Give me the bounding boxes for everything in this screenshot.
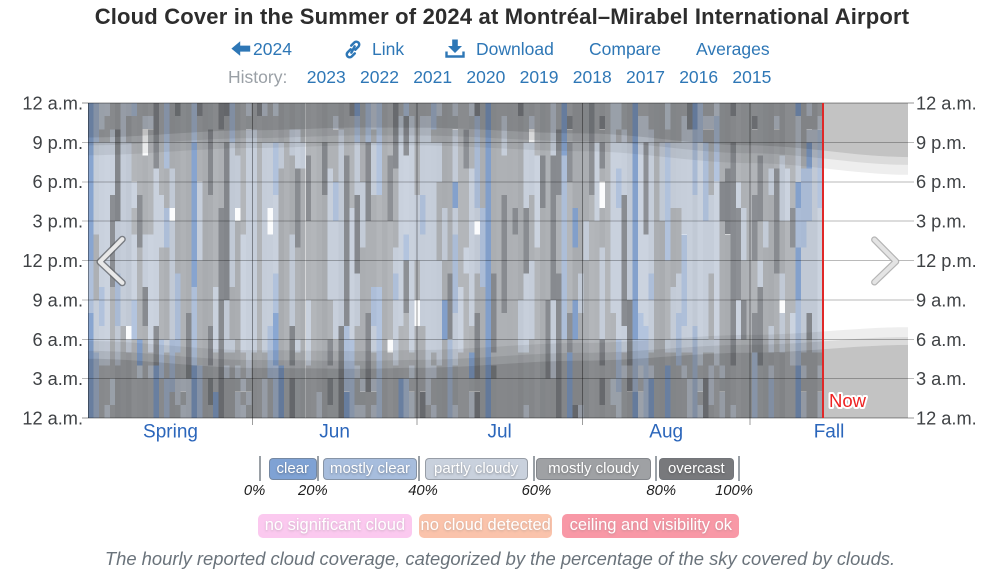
svg-text:12 p.m.: 12 p.m. <box>22 251 83 271</box>
svg-text:12 a.m.: 12 a.m. <box>916 95 977 114</box>
svg-text:3 p.m.: 3 p.m. <box>32 212 83 232</box>
svg-text:Spring: Spring <box>143 422 198 443</box>
svg-text:12 p.m.: 12 p.m. <box>916 251 977 271</box>
svg-text:3 p.m.: 3 p.m. <box>916 212 967 232</box>
svg-text:12 a.m.: 12 a.m. <box>22 409 83 429</box>
svg-text:9 a.m.: 9 a.m. <box>32 290 83 310</box>
svg-text:Now: Now <box>829 390 867 411</box>
svg-text:6 p.m.: 6 p.m. <box>32 172 83 192</box>
svg-text:Jul: Jul <box>487 422 511 443</box>
svg-text:Jun: Jun <box>319 422 350 443</box>
svg-text:3 a.m.: 3 a.m. <box>916 369 967 389</box>
svg-text:Aug: Aug <box>649 422 683 443</box>
svg-text:12 a.m.: 12 a.m. <box>22 95 83 114</box>
svg-text:9 a.m.: 9 a.m. <box>916 290 967 310</box>
svg-text:6 a.m.: 6 a.m. <box>916 330 967 350</box>
svg-text:6 a.m.: 6 a.m. <box>32 330 83 350</box>
svg-text:3 a.m.: 3 a.m. <box>32 369 83 389</box>
svg-text:Fall: Fall <box>814 422 845 443</box>
svg-text:12 a.m.: 12 a.m. <box>916 409 977 429</box>
svg-text:6 p.m.: 6 p.m. <box>916 172 967 192</box>
svg-text:9 p.m.: 9 p.m. <box>916 133 967 153</box>
svg-text:9 p.m.: 9 p.m. <box>32 133 83 153</box>
